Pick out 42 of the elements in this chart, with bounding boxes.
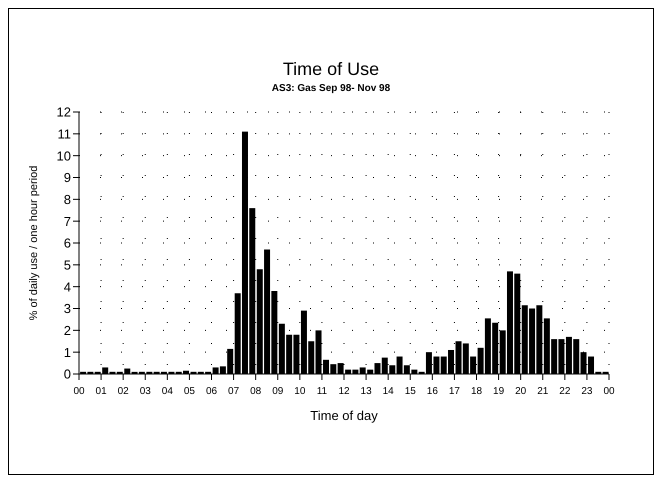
y-tick-label: 6 xyxy=(64,236,71,251)
x-tick-label: 18 xyxy=(470,386,482,397)
x-tick-label: 06 xyxy=(206,386,218,397)
y-tick-label: 0 xyxy=(64,366,71,382)
x-tick-label: 20 xyxy=(515,386,527,397)
x-tick-label: 14 xyxy=(382,386,394,397)
x-tick-label: 11 xyxy=(316,386,328,397)
y-axis-title: % of daily use / one hour period xyxy=(28,166,40,320)
x-tick-label: 00 xyxy=(73,386,85,397)
x-tick-label: 02 xyxy=(118,386,130,397)
y-tick-label: 1 xyxy=(64,344,71,360)
x-tick-label: 09 xyxy=(272,386,284,397)
chart-title: Time of Use xyxy=(282,59,380,80)
y-tick-label: 7 xyxy=(64,214,71,229)
x-tick-label: 08 xyxy=(250,386,262,397)
chart-subtitle: AS3: Gas Sep 98- Nov 98 xyxy=(270,83,392,94)
x-tick-label: 22 xyxy=(559,386,571,397)
y-tick-label: 2 xyxy=(64,322,71,338)
x-tick-label: 05 xyxy=(184,386,196,397)
x-tick-label: 16 xyxy=(426,386,438,397)
x-tick-label: 13 xyxy=(360,386,372,397)
y-tick-label: 4 xyxy=(64,279,71,294)
x-tick-label: 04 xyxy=(162,386,174,397)
x-tick-label: 12 xyxy=(338,386,350,397)
x-tick-label: 03 xyxy=(140,386,152,397)
x-tick-label: 07 xyxy=(228,386,240,397)
x-tick-label: 21 xyxy=(537,386,549,397)
y-tick-label: 11 xyxy=(58,126,71,142)
x-tick-label: 23 xyxy=(581,386,593,397)
y-tick-label: 3 xyxy=(64,301,71,316)
x-tick-label: 10 xyxy=(294,386,306,397)
y-tick-label: 9 xyxy=(64,170,71,186)
y-tick-label: 12 xyxy=(56,104,71,120)
y-tick-label: 5 xyxy=(64,257,71,272)
x-tick-label: 19 xyxy=(493,386,505,397)
x-tick-label: 01 xyxy=(96,386,108,397)
y-tick-label: 8 xyxy=(64,192,71,207)
y-tick-label: 10 xyxy=(56,148,71,164)
x-tick-label: 15 xyxy=(404,386,416,397)
x-tick-label: 17 xyxy=(448,386,460,397)
x-axis-title: Time of day xyxy=(310,408,378,423)
x-tick-label: 00 xyxy=(603,386,615,397)
